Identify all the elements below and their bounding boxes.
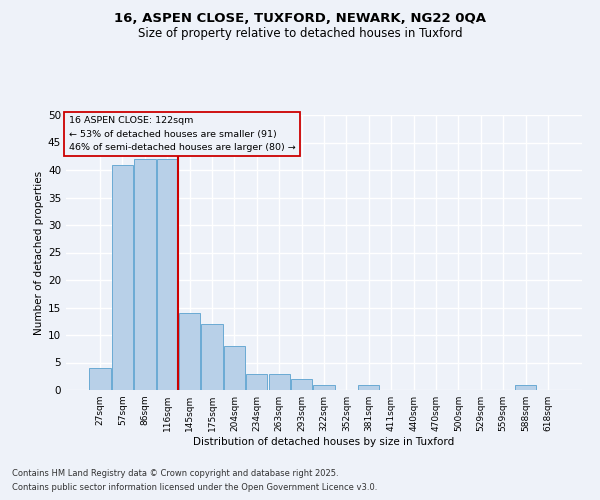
Y-axis label: Number of detached properties: Number of detached properties <box>34 170 44 334</box>
X-axis label: Distribution of detached houses by size in Tuxford: Distribution of detached houses by size … <box>193 437 455 447</box>
Bar <box>134 159 155 390</box>
Bar <box>358 384 379 390</box>
Bar <box>202 324 223 390</box>
Bar <box>112 164 133 390</box>
Text: Size of property relative to detached houses in Tuxford: Size of property relative to detached ho… <box>137 28 463 40</box>
Text: 16 ASPEN CLOSE: 122sqm
← 53% of detached houses are smaller (91)
46% of semi-det: 16 ASPEN CLOSE: 122sqm ← 53% of detached… <box>68 116 295 152</box>
Text: 16, ASPEN CLOSE, TUXFORD, NEWARK, NG22 0QA: 16, ASPEN CLOSE, TUXFORD, NEWARK, NG22 0… <box>114 12 486 26</box>
Bar <box>89 368 111 390</box>
Bar <box>224 346 245 390</box>
Bar <box>313 384 335 390</box>
Text: Contains HM Land Registry data © Crown copyright and database right 2025.: Contains HM Land Registry data © Crown c… <box>12 468 338 477</box>
Bar <box>269 374 290 390</box>
Bar <box>179 313 200 390</box>
Bar <box>157 159 178 390</box>
Text: Contains public sector information licensed under the Open Government Licence v3: Contains public sector information licen… <box>12 484 377 492</box>
Bar <box>515 384 536 390</box>
Bar <box>291 379 312 390</box>
Bar <box>246 374 268 390</box>
